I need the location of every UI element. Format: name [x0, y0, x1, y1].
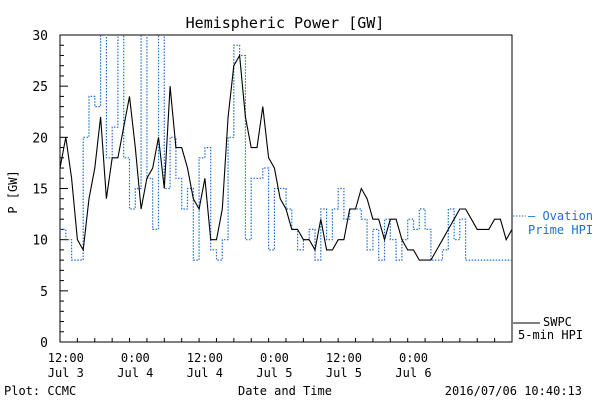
footer-right: 2016/07/06 10:40:13 — [445, 384, 582, 398]
x-tick-time-label: 0:00 — [121, 351, 150, 365]
legend-swpc-line2: 5-min HPI — [518, 328, 583, 342]
x-tick-date-label: Jul 5 — [256, 366, 292, 380]
y-axis-ticks: 0 5 10 15 20 25 30 — [32, 29, 68, 351]
x-tick-date-label: Jul 3 — [48, 366, 84, 380]
x-tick-time-label: 12:00 — [187, 351, 223, 365]
x-tick-time-label: 0:00 — [260, 351, 289, 365]
x-tick-date-label: Jul 4 — [117, 366, 153, 380]
y-tick-label: 5 — [40, 285, 48, 300]
y-tick-label: 10 — [32, 234, 48, 249]
footer-left: Plot: CCMC — [4, 384, 76, 398]
x-tick-date-label: Jul 5 — [326, 366, 362, 380]
x-axis-label: Date and Time — [238, 384, 332, 398]
x-tick-time-label: 12:00 — [326, 351, 362, 365]
legend-swpc-line1: SWPC — [543, 315, 572, 329]
x-tick-time-label: 0:00 — [399, 351, 428, 365]
series-layer — [60, 35, 512, 261]
legend-ovation-line1: — Ovation — [528, 209, 593, 223]
legend-ovation-line2: Prime HPI — [528, 223, 593, 237]
series-swpc-5min-hpi-line — [60, 53, 512, 261]
y-tick-label: 25 — [32, 80, 48, 95]
y-tick-label: 30 — [32, 29, 48, 44]
series-ovation-prime-hpi-line — [60, 35, 512, 261]
y-tick-label: 15 — [32, 183, 48, 198]
chart-title: Hemispheric Power [GW] — [186, 14, 385, 32]
y-tick-label: 20 — [32, 131, 48, 146]
x-tick-date-label: Jul 6 — [395, 366, 431, 380]
x-tick-time-label: 12:00 — [48, 351, 84, 365]
y-tick-label: 0 — [40, 336, 48, 351]
y-axis-label: P [GW] — [6, 170, 20, 213]
x-tick-date-label: Jul 4 — [187, 366, 223, 380]
